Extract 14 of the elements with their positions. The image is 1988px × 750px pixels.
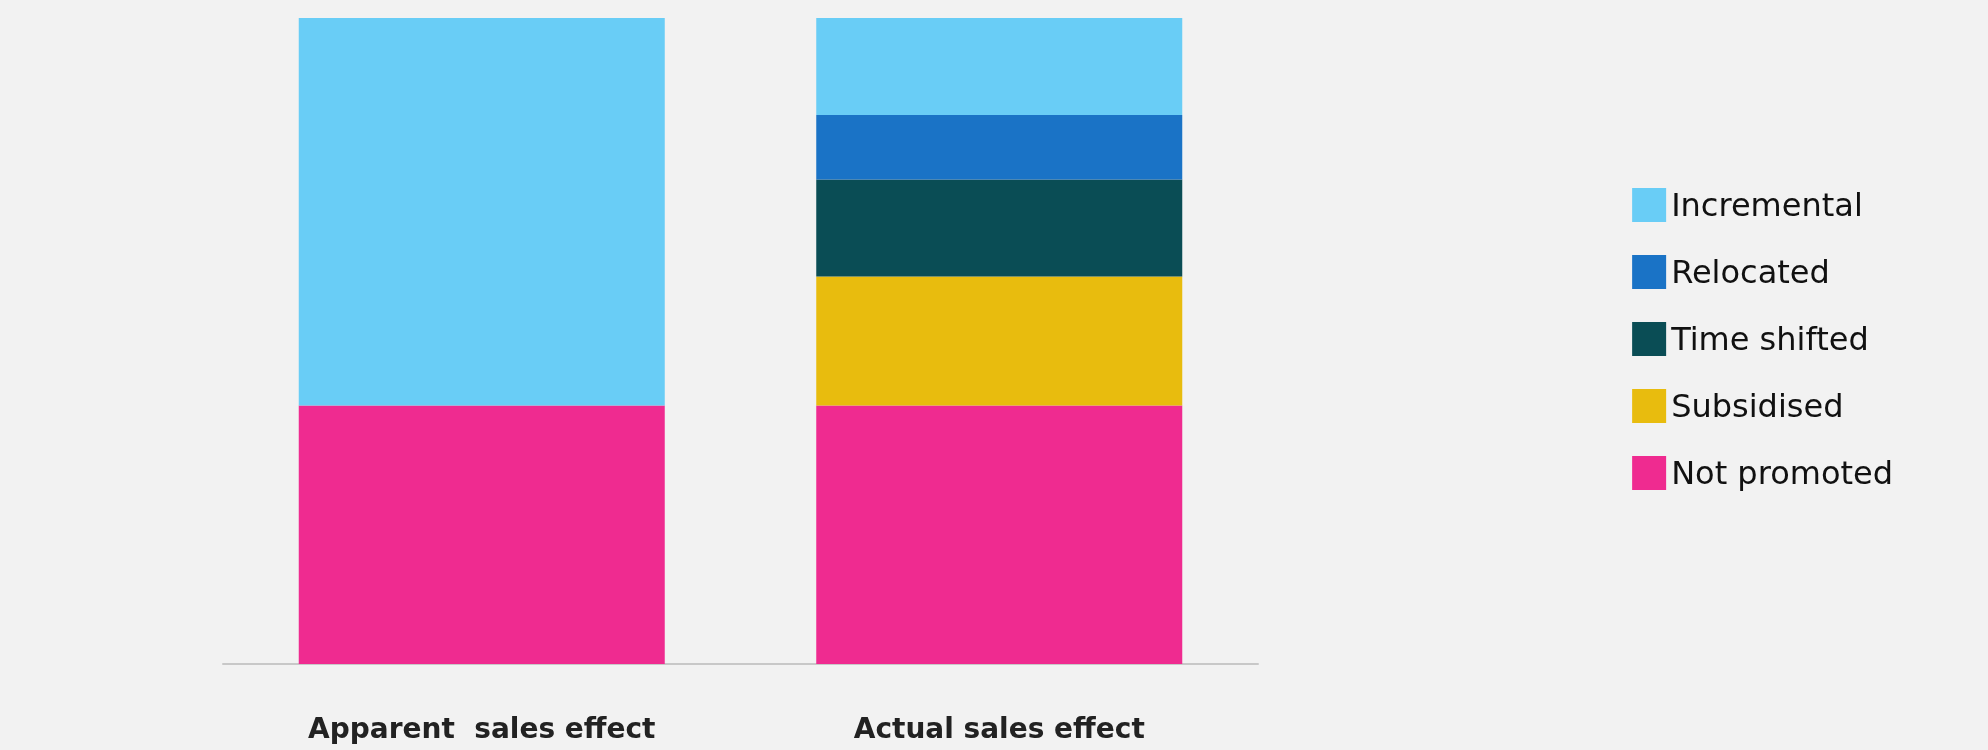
bar <box>816 18 1183 115</box>
bar <box>298 405 665 664</box>
legend-label: Incremental <box>1671 186 1863 224</box>
bar <box>298 18 665 406</box>
bar <box>816 179 1183 277</box>
bar <box>816 405 1183 664</box>
bar <box>816 114 1183 180</box>
bar <box>816 276 1183 406</box>
legend-label: Time shifted <box>1670 320 1869 358</box>
legend-label: Subsidised <box>1671 387 1844 425</box>
x-tick-label: Apparent sales effect <box>308 711 656 745</box>
legend-label: Not promoted <box>1671 454 1893 492</box>
legend-label: Relocated <box>1671 253 1830 291</box>
x-tick-label: Actual sales effect <box>853 711 1145 745</box>
